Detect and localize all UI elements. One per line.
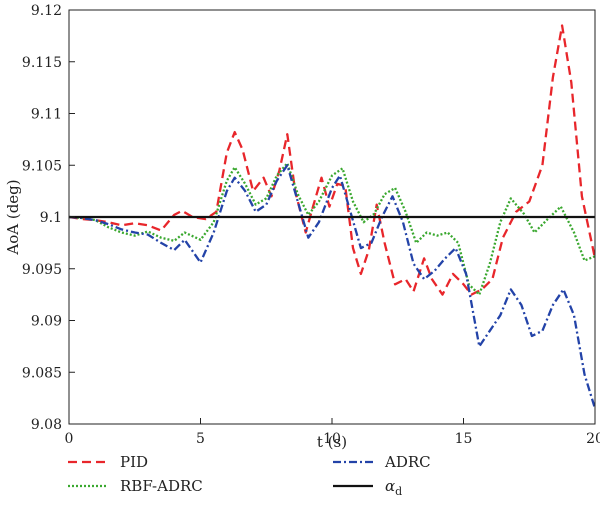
y-tick-label: 9.095 [22,262,62,278]
x-tick-label: 15 [455,431,473,447]
x-tick-label: 5 [196,431,205,447]
series-line-0 [68,24,597,296]
legend-label: ADRC [384,453,431,471]
x-tick-label: 20 [586,431,600,447]
y-tick-label: 9.1 [40,210,62,226]
y-axis-label: AoA (deg) [4,179,22,255]
y-tick-label: 9.12 [31,3,62,19]
y-tick-label: 9.09 [31,314,62,330]
x-tick-label: 0 [65,431,74,447]
series-line-2 [68,164,597,409]
y-tick-label: 9.085 [22,365,62,381]
x-axis-label: t (s) [317,433,347,451]
series-line-1 [68,162,596,296]
y-tick-label: 9.115 [22,55,62,71]
legend-label: αd [385,477,402,498]
legend-label: RBF-ADRC [120,477,203,495]
x-tick-label: 10 [323,431,341,447]
ticks-layer: 0 5 10 15 20 9.08 9.085 9.09 9.095 9.1 9.105 9.11 9.… [22,3,600,447]
y-tick-label: 9.11 [31,107,62,123]
legend-label: PID [120,453,148,471]
y-tick-label: 9.105 [22,158,62,174]
legend: PID RBF-ADRC ADRC αd [68,453,431,498]
y-tick-label: 9.08 [31,417,62,433]
series-layer [68,24,597,409]
